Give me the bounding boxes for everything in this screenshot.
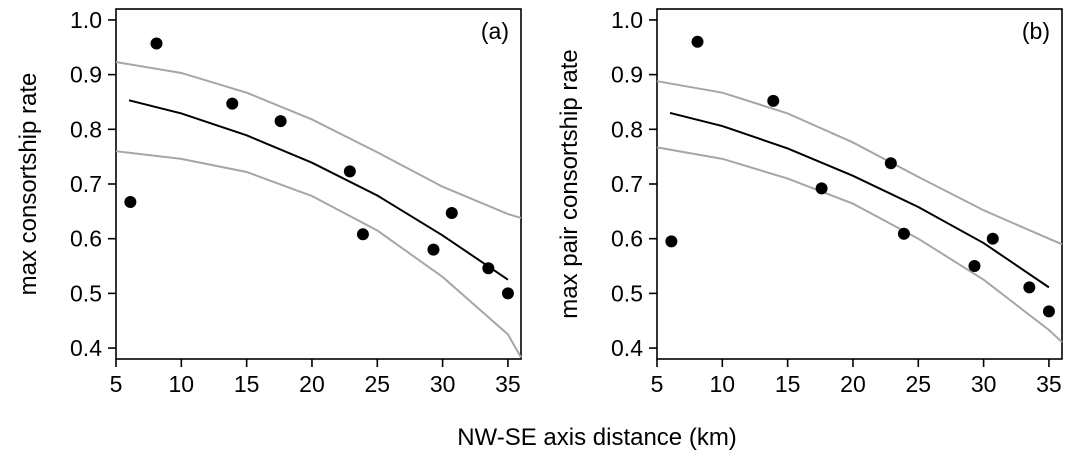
y-tick-label: 0.8 — [611, 116, 643, 142]
data-point — [665, 235, 678, 248]
x-tick-label: 10 — [169, 371, 195, 397]
data-point — [274, 115, 287, 128]
panel-a: 5 10 15 20 25 30 35 0.4 0.5 0.6 0.7 0.8 0.9 1.0 max co… — [15, 7, 522, 397]
ci-lower-line — [656, 146, 1063, 343]
x-tick-label: 35 — [495, 371, 521, 397]
fit-line — [128, 99, 509, 281]
x-tick-label: 30 — [971, 371, 997, 397]
data-point — [691, 35, 704, 48]
panel-label: (b) — [1022, 18, 1050, 44]
plot-frame — [656, 8, 1063, 360]
x-tick-label: 10 — [710, 371, 736, 397]
y-tick-label: 1.0 — [70, 7, 102, 33]
y-tick-label: 0.7 — [70, 171, 102, 197]
ci-upper-line — [656, 80, 1063, 246]
x-tick-label: 35 — [1036, 371, 1062, 397]
ci-upper-line — [115, 61, 522, 219]
y-axis-label: max pair consortship rate — [556, 49, 583, 318]
y-tick-label: 0.5 — [70, 280, 102, 306]
fit-line — [669, 111, 1050, 289]
x-tick-label: 15 — [775, 371, 801, 397]
y-tick-label: 0.4 — [611, 335, 643, 361]
data-point — [1023, 281, 1036, 294]
data-point — [427, 243, 440, 256]
data-point — [1042, 305, 1055, 318]
plot-frame — [115, 8, 522, 360]
data-point — [445, 206, 458, 219]
data-point — [767, 94, 780, 107]
x-tick-label: 15 — [234, 371, 260, 397]
data-point — [884, 157, 897, 170]
x-tick-label: 20 — [840, 371, 866, 397]
data-point — [986, 232, 999, 245]
y-tick-label: 0.6 — [611, 226, 643, 252]
data-point — [482, 262, 495, 275]
x-tick-label: 25 — [905, 371, 931, 397]
y-axis-label: max consortship rate — [15, 73, 42, 296]
y-tick-label: 0.6 — [70, 226, 102, 252]
data-point — [897, 227, 910, 240]
panel-label: (a) — [481, 18, 509, 44]
x-tick-label: 5 — [651, 371, 664, 397]
x-tick-label: 5 — [110, 371, 123, 397]
y-tick-label: 0.8 — [70, 116, 102, 142]
y-tick-label: 0.7 — [611, 171, 643, 197]
data-point — [815, 182, 828, 195]
data-point — [150, 37, 163, 50]
data-point — [226, 97, 239, 110]
y-tick-label: 1.0 — [611, 7, 643, 33]
x-tick-label: 20 — [299, 371, 325, 397]
y-tick-label: 0.5 — [611, 280, 643, 306]
x-tick-label: 30 — [430, 371, 456, 397]
data-point — [968, 260, 981, 273]
shared-x-axis-label: NW-SE axis distance (km) — [457, 424, 737, 451]
data-point — [356, 228, 369, 241]
panel-b: 5 10 15 20 25 30 35 0.4 0.5 0.6 0.7 0.8 0.9 1.0 max pa… — [556, 7, 1063, 397]
data-point — [124, 196, 137, 209]
data-point — [501, 287, 514, 300]
data-point — [343, 165, 356, 178]
y-tick-label: 0.9 — [611, 62, 643, 88]
x-tick-label: 25 — [364, 371, 390, 397]
ci-lower-line — [115, 150, 522, 358]
y-tick-label: 0.4 — [70, 335, 102, 361]
y-tick-label: 0.9 — [70, 62, 102, 88]
